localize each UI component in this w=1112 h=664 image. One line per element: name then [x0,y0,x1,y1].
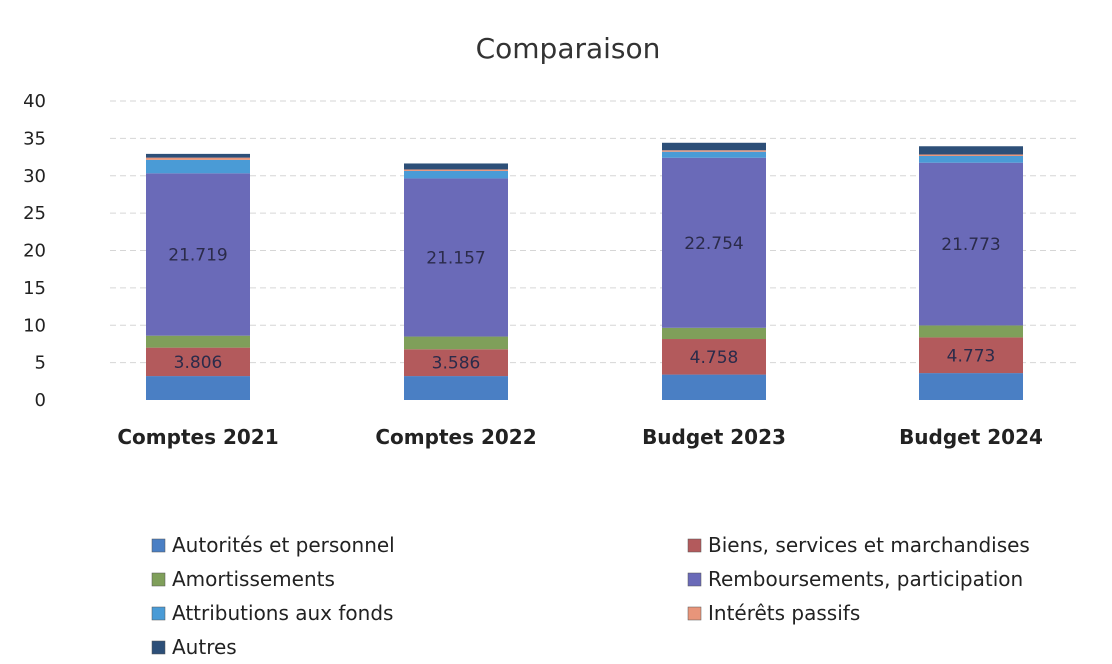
chart-title: Comparaison [476,32,661,65]
bar-segment [662,157,766,328]
bar-segment [919,146,1023,155]
category-label: Budget 2024 [899,425,1043,449]
bar-segment [662,374,766,400]
legend-swatch [687,606,702,621]
legend-label: Intérêts passifs [708,601,860,625]
data-labels: 3.806 21.719 3.586 21.157 4.758 22.754 4.773 21… [168,234,1000,374]
legend-swatch [151,606,166,621]
data-label: 4.773 [947,346,996,366]
legend-label: Attributions aux fonds [172,601,393,625]
grid-layer [110,100,1080,364]
bar-segment [146,173,250,336]
bar-segment [146,159,250,174]
data-label: 3.806 [174,353,223,373]
y-tick-label: 20 [23,241,46,262]
bar-segment [919,154,1023,156]
bar-segment [404,336,508,350]
data-label: 21.157 [426,248,485,268]
y-tick-label: 15 [23,278,46,299]
bar-segment [146,335,250,348]
legend-label: Autorités et personnel [172,533,395,557]
legend-item: Amortissements [151,567,335,591]
bar-segment [662,327,766,340]
legend-item: Remboursements, participation [687,567,1023,591]
data-label: 4.758 [690,348,739,368]
y-tick-label: 35 [23,128,46,149]
bar-segment [146,376,250,400]
bar-segment [919,325,1023,338]
bar-segment [404,163,508,170]
y-tick-label: 5 [35,353,46,374]
bar-segment [404,170,508,179]
bars [146,142,1023,400]
y-axis: 0 5 10 15 20 25 30 35 40 [23,91,46,411]
legend-item: Intérêts passifs [687,601,860,625]
data-label: 22.754 [684,234,743,254]
legend-label: Amortissements [172,567,335,591]
category-label: Budget 2023 [642,425,786,449]
bar-segment [404,349,508,377]
bar-segment [662,142,766,151]
bar-segment [404,376,508,400]
bar-segment [146,157,250,160]
legend-item: Autres [151,635,237,659]
y-tick-label: 40 [23,91,46,112]
bar-segment [146,153,250,158]
legend-label: Biens, services et marchandises [708,533,1030,557]
legend-item: Biens, services et marchandises [687,533,1030,557]
legend-label: Autres [172,635,237,659]
bar-segment [404,178,508,337]
legend-swatch [687,572,702,587]
y-tick-label: 30 [23,166,46,187]
category-label: Comptes 2021 [117,425,278,449]
legend-swatch [151,538,166,553]
bar-segment [404,169,508,171]
x-axis: Comptes 2021 Comptes 2022 Budget 2023 Budge… [117,425,1043,449]
y-tick-label: 0 [35,390,46,411]
legend-item: Attributions aux fonds [151,601,393,625]
legend: Autorités et personnel Biens, services et… [151,533,1030,659]
y-tick-label: 25 [23,203,46,224]
bar-segment [146,347,250,377]
bar-segment [919,337,1023,374]
bar-segment [919,162,1023,326]
bar-segment [662,150,766,152]
category-label: Comptes 2022 [375,425,536,449]
data-label: 3.586 [432,354,481,374]
bar-segment [919,373,1023,400]
bar-segment [662,339,766,375]
legend-label: Remboursements, participation [708,567,1023,591]
data-label: 21.719 [168,245,227,265]
legend-item: Autorités et personnel [151,533,395,557]
legend-swatch [151,572,166,587]
data-label: 21.773 [941,235,1000,255]
legend-swatch [151,640,166,655]
y-tick-label: 10 [23,315,46,336]
bar-segment [662,151,766,158]
legend-swatch [687,538,702,553]
bar-segment [919,155,1023,163]
